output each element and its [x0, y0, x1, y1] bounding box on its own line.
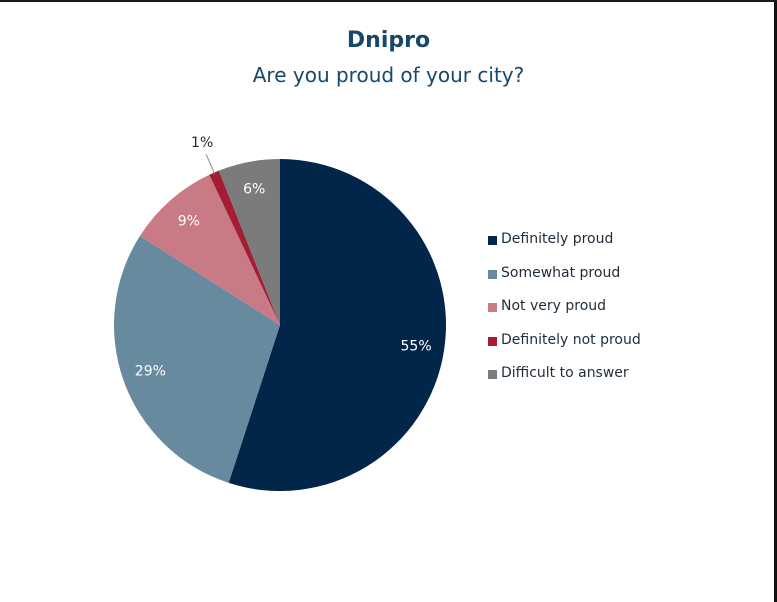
chart-title: Dnipro [346, 28, 431, 53]
pie-slice-somewhat-proud [113, 236, 280, 483]
legend-swatch [488, 370, 497, 379]
slice-leader-line [205, 154, 216, 175]
slice-label-definitely-not-proud: 1% [191, 135, 213, 151]
legend-label: Difficult to answer [501, 365, 629, 381]
legend-swatch [488, 303, 497, 312]
legend-label: Definitely not proud [501, 331, 641, 348]
chart-legend: Definitely proud Somewhat proud Not very p… [488, 231, 641, 399]
pie-slice-definitely-proud [228, 159, 447, 491]
pie-slice-definitely-not-proud [209, 170, 280, 325]
slice-label-not-very-proud: 9% [178, 214, 200, 230]
legend-label: Definitely proud [501, 231, 614, 247]
frame-edge [774, 2, 777, 602]
legend-swatch [488, 336, 497, 346]
legend-label: Not very proud [501, 298, 607, 314]
chart-subtitle: Are you proud of your city? [252, 63, 525, 87]
legend-item-somewhat-proud: Somewhat proud [488, 265, 641, 299]
legend-item-not-very-proud: Not very proud [488, 298, 641, 332]
legend-item-definitely-proud: Definitely proud [488, 231, 641, 265]
pie-slice-not-very-proud [139, 174, 280, 325]
legend-item-definitely-not-proud: Definitely not proud [488, 332, 641, 366]
pie-slice-difficult-to-answer [218, 159, 280, 325]
legend-label: Somewhat proud [501, 264, 621, 281]
legend-swatch [488, 236, 497, 245]
legend-item-difficult-to-answer: Difficult to answer [488, 365, 641, 399]
slice-label-difficult-to-answer: 6% [243, 182, 265, 198]
legend-swatch [488, 269, 497, 279]
slice-label-somewhat-proud: 29% [135, 364, 166, 380]
slice-label-definitely-proud: 55% [401, 339, 432, 355]
